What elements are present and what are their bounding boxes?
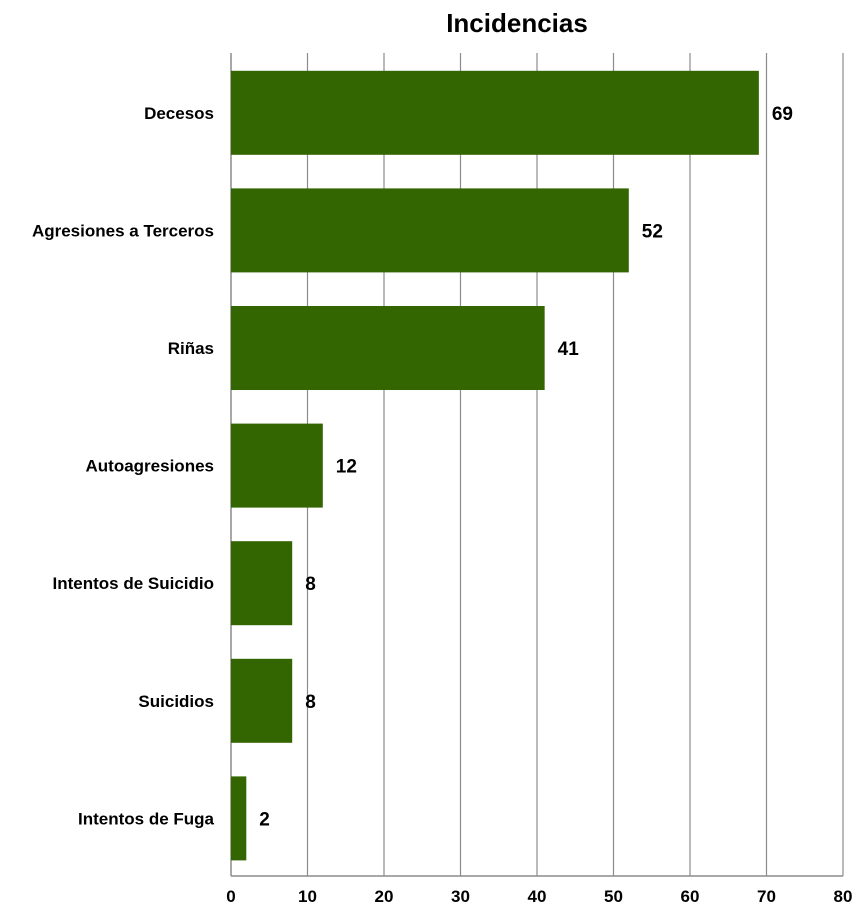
value-label-4: 12 — [336, 457, 357, 478]
bar-3 — [231, 306, 545, 390]
tick-label-50: 50 — [604, 887, 623, 906]
tick-label-60: 60 — [681, 887, 700, 906]
bar-4 — [231, 423, 323, 508]
category-labels: Decesos Agresiones a Terceros Riñas Autoagr… — [32, 104, 215, 829]
tick-label-0: 0 — [226, 887, 235, 906]
value-label-6: 8 — [305, 692, 316, 713]
category-label-5: Intentos de Suicidio — [52, 574, 214, 593]
category-label-3: Riñas — [168, 339, 214, 358]
category-label-6: Suicidios — [138, 692, 214, 711]
tick-label-70: 70 — [757, 887, 776, 906]
value-label-3: 41 — [558, 339, 580, 360]
value-label-5: 8 — [305, 574, 316, 595]
bar-6 — [231, 658, 293, 743]
bar-5 — [231, 541, 293, 626]
tick-label-10: 10 — [298, 887, 317, 906]
category-label-4: Autoagresiones — [86, 457, 214, 476]
tick-label-80: 80 — [834, 887, 853, 906]
data-labels: 69 52 41 12 8 8 2 — [259, 104, 793, 831]
tick-label-20: 20 — [375, 887, 394, 906]
bar-2 — [231, 188, 629, 273]
category-label-1: Decesos — [144, 104, 214, 123]
bar-1 — [231, 70, 759, 155]
category-label-7: Intentos de Fuga — [78, 809, 215, 828]
chart-title: Incidencias — [446, 8, 588, 38]
value-label-2: 52 — [642, 221, 663, 242]
category-label-2: Agresiones a Terceros — [32, 221, 214, 240]
value-label-1: 69 — [772, 104, 793, 125]
bars — [231, 70, 759, 861]
bar-7 — [231, 776, 247, 861]
tick-label-40: 40 — [528, 887, 547, 906]
x-axis-tick-labels: 0 10 20 30 40 50 60 70 80 — [226, 887, 852, 906]
tick-label-30: 30 — [451, 887, 470, 906]
value-label-7: 2 — [259, 809, 270, 830]
